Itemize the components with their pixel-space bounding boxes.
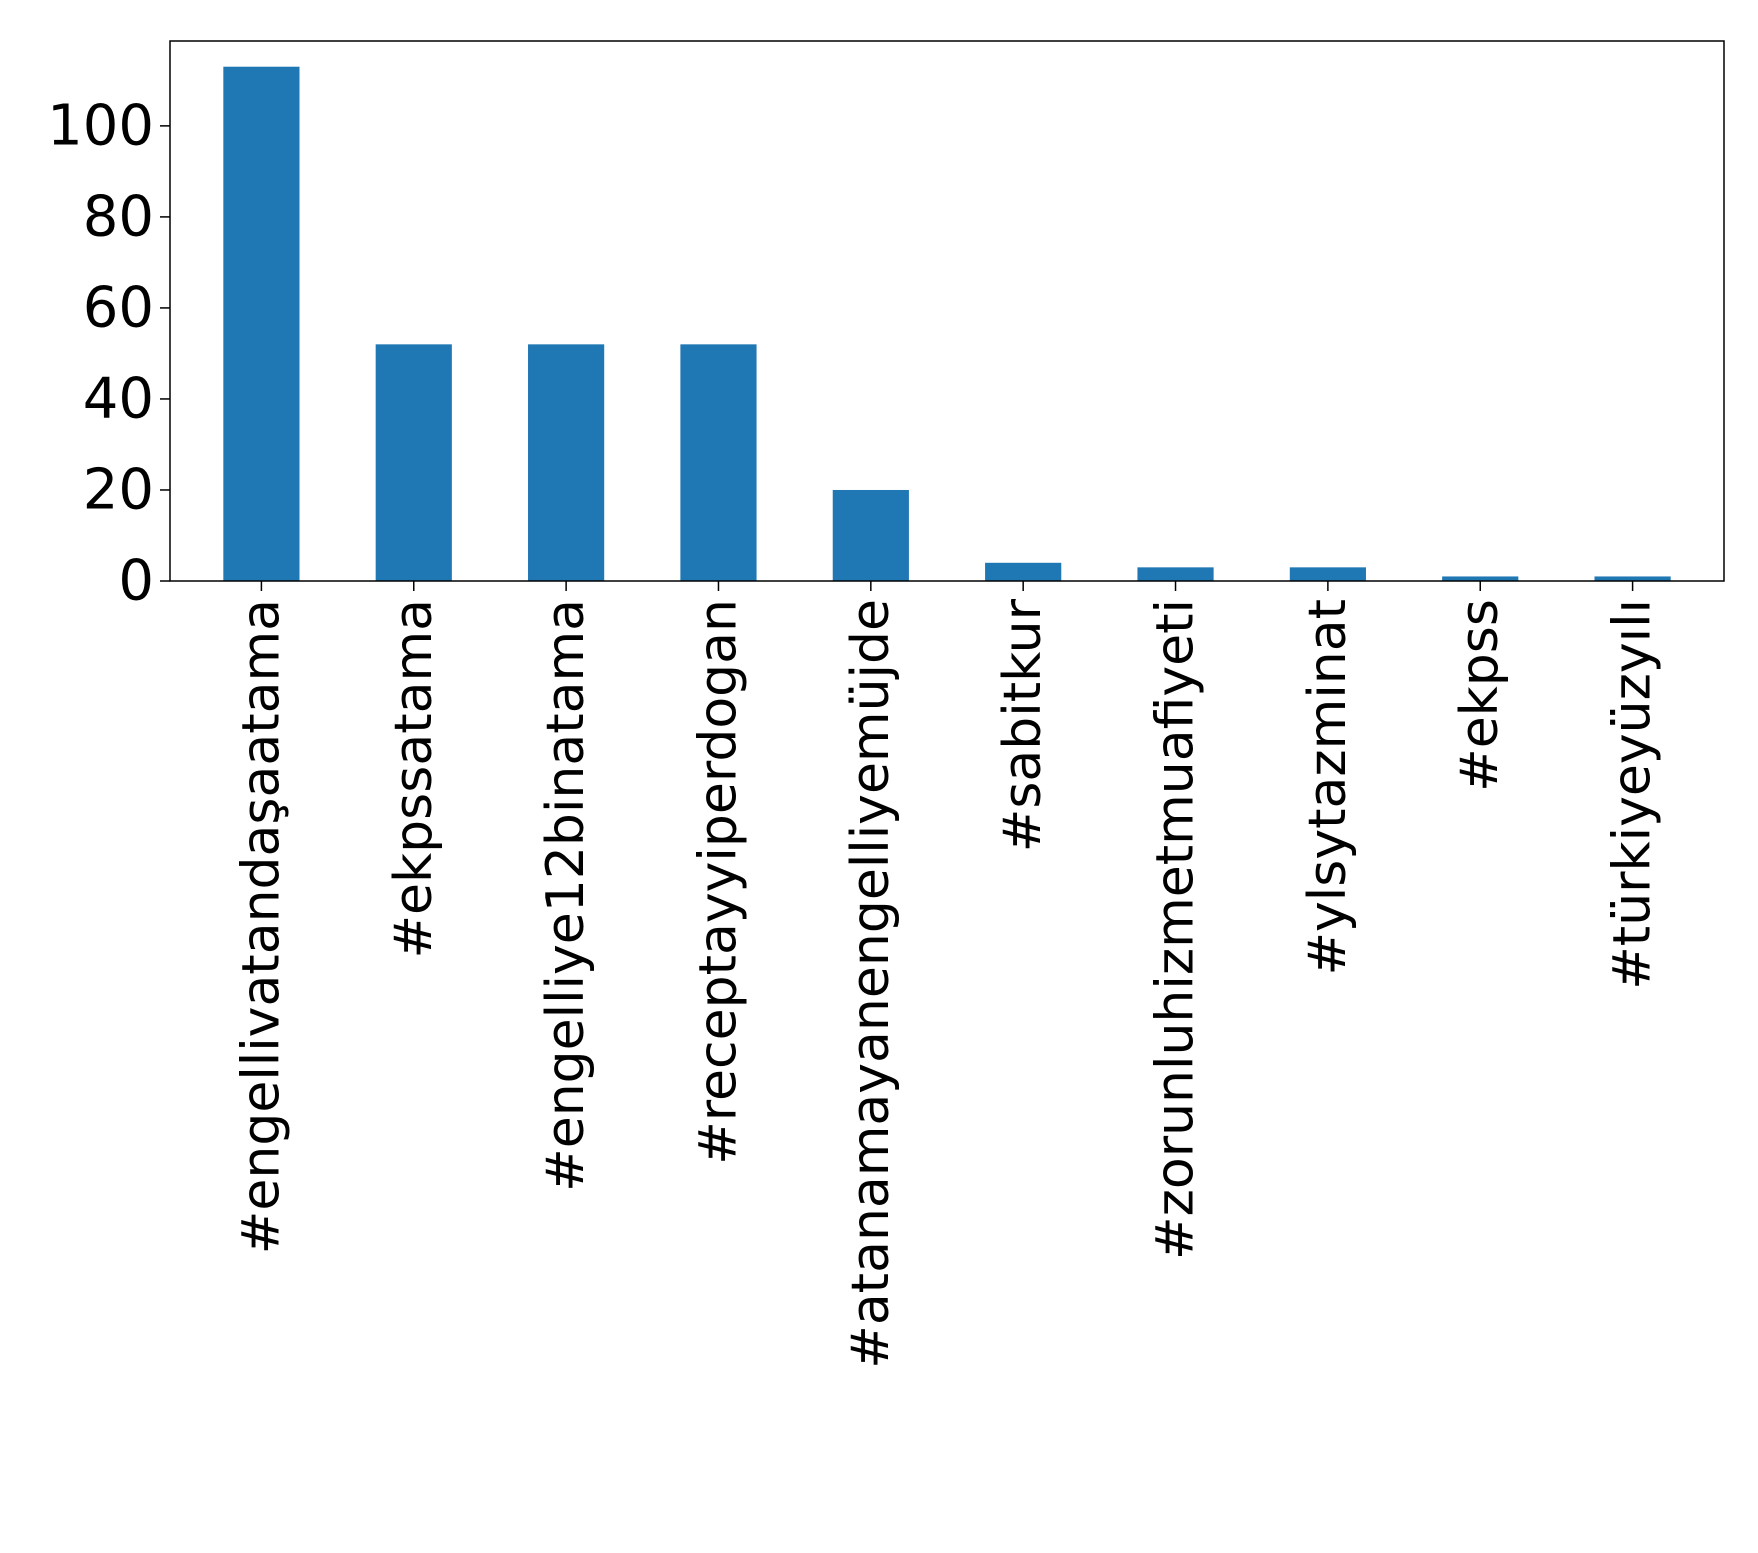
plot-frame bbox=[169, 40, 1725, 582]
x-tick-label: #sabitkur bbox=[993, 598, 1053, 852]
bar bbox=[680, 344, 757, 581]
bar bbox=[985, 562, 1062, 581]
y-tick-label: 40 bbox=[83, 366, 154, 431]
x-tick-label: #engelliye12binatama bbox=[536, 599, 596, 1192]
x-tick-label: #ylsytazminat bbox=[1298, 599, 1358, 976]
bar bbox=[1289, 567, 1366, 581]
y-tick-label: 80 bbox=[83, 184, 154, 249]
bars-group bbox=[223, 66, 1671, 581]
x-tick-label: #ekpss bbox=[1450, 599, 1510, 792]
bar bbox=[375, 344, 452, 581]
x-tick-label: #receptayyiperdogan bbox=[688, 599, 748, 1165]
x-tick-label: #engellivatandaşaatama bbox=[231, 599, 291, 1254]
x-tick-label: #türkiyeyüzyılı bbox=[1603, 599, 1663, 990]
y-axis: 0 20 40 60 80 100 bbox=[47, 93, 170, 614]
x-tick-label: #zorunluhizmetmuafiyeti bbox=[1146, 599, 1206, 1260]
y-tick-label: 60 bbox=[83, 275, 154, 340]
bar bbox=[528, 344, 605, 581]
y-tick-label: 100 bbox=[47, 93, 154, 158]
y-tick-label: 20 bbox=[83, 457, 154, 522]
bar bbox=[832, 489, 909, 581]
bar bbox=[1594, 576, 1671, 581]
bar bbox=[223, 66, 300, 581]
x-tick-label: #atanamayanengelliyemüjde bbox=[841, 599, 901, 1369]
x-axis: #engellivatandaşaatama #ekpssatama #engell… bbox=[231, 581, 1663, 1369]
y-tick-label: 0 bbox=[118, 549, 154, 614]
bar bbox=[1137, 567, 1214, 581]
bar bbox=[1442, 576, 1519, 581]
x-tick-label: #ekpssatama bbox=[384, 599, 444, 959]
